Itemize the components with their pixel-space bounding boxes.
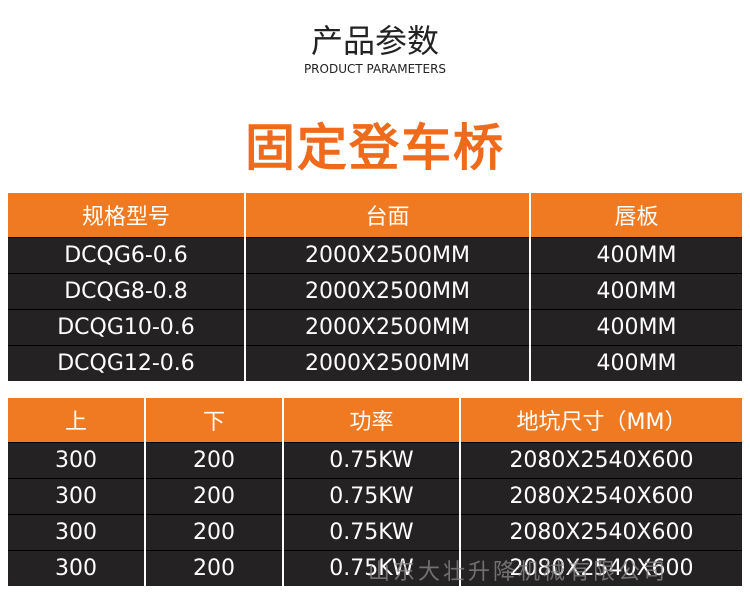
watermark: 山东大壮升降机械有限公司 — [368, 560, 669, 585]
table-cell: 0.75KW — [282, 478, 460, 515]
product-title: 固定登车桥 — [245, 119, 505, 177]
table-cell: 200 — [144, 550, 283, 586]
table-row: DCQG6-0.6 2000X2500MM 400MM — [8, 237, 742, 274]
table-cell: DCQG6-0.6 — [8, 237, 245, 274]
power-table: 上下功率 地坑尺寸（MM） 300 200 0.75KW 2080X2540X600 300… — [8, 398, 742, 586]
table-row: 300 200 0.75KW 2080X2540X600 — [8, 550, 742, 586]
table-cell: DCQG8-0.8 — [8, 273, 245, 310]
table-cell: 0.75KW — [282, 442, 460, 479]
header-row: 上下功率 地坑尺寸（MM） — [8, 398, 742, 443]
table-row: DCQG12-0.6 2000X2500MM 400MM — [8, 345, 742, 381]
table-cell: 2000X2500MM — [244, 309, 530, 346]
table-cell: 2080X2540X600 — [459, 442, 742, 479]
table-cell: 200 — [144, 478, 283, 515]
table-cell: 2080X2540X600 — [459, 550, 742, 586]
section-title: 产品参数 — [310, 22, 439, 60]
column-header: 台面 — [244, 193, 530, 238]
column-header: 唇板 — [529, 193, 742, 238]
column-header: 功率 — [282, 398, 460, 443]
table-cell: 2000X2500MM — [244, 273, 530, 310]
spec-table: 规格型号 台面 唇板 DCQG6-0.6 2000X2500MM 400MM DCQG8-0… — [8, 193, 742, 381]
table-cell: DCQG12-0.6 — [8, 345, 245, 381]
table-cell: 400MM — [529, 345, 742, 381]
table-cell: 400MM — [529, 273, 742, 310]
table-cell: 300 — [8, 478, 145, 515]
table-cell: 400MM — [529, 237, 742, 274]
table-row: DCQG8-0.8 2000X2500MM 400MM — [8, 273, 742, 310]
column-header: 下 — [144, 398, 283, 443]
table-cell: 2000X2500MM — [244, 345, 530, 381]
column-header: 地坑尺寸（MM） — [459, 398, 742, 443]
table-cell: 200 — [144, 442, 283, 479]
table-cell: 200 — [144, 514, 283, 551]
table-cell: 400MM — [529, 309, 742, 346]
table-cell: 2000X2500MM — [244, 237, 530, 274]
column-header: 上 — [8, 398, 145, 443]
section-subtitle: PRODUCT PARAMETERS — [303, 62, 447, 76]
table-cell: 300 — [8, 442, 145, 479]
table-row: 300 200 0.75KW 2080X2540X600 — [8, 514, 742, 551]
table-cell: 300 — [8, 550, 145, 586]
table-cell: 2080X2540X600 — [459, 478, 742, 515]
table-cell: 0.75KW — [282, 514, 460, 551]
table-cell: DCQG10-0.6 — [8, 309, 245, 346]
column-header: 规格型号 — [8, 193, 245, 238]
table-row: 300 200 0.75KW 2080X2540X600 — [8, 442, 742, 479]
table-row: 300 200 0.75KW 2080X2540X600 — [8, 478, 742, 515]
table-cell: 300 — [8, 514, 145, 551]
header-row: 规格型号 台面 唇板 — [8, 193, 742, 238]
table-cell: 2080X2540X600 — [459, 514, 742, 551]
table-cell: 0.75KW — [282, 550, 460, 586]
table-row: DCQG10-0.6 2000X2500MM 400MM — [8, 309, 742, 346]
